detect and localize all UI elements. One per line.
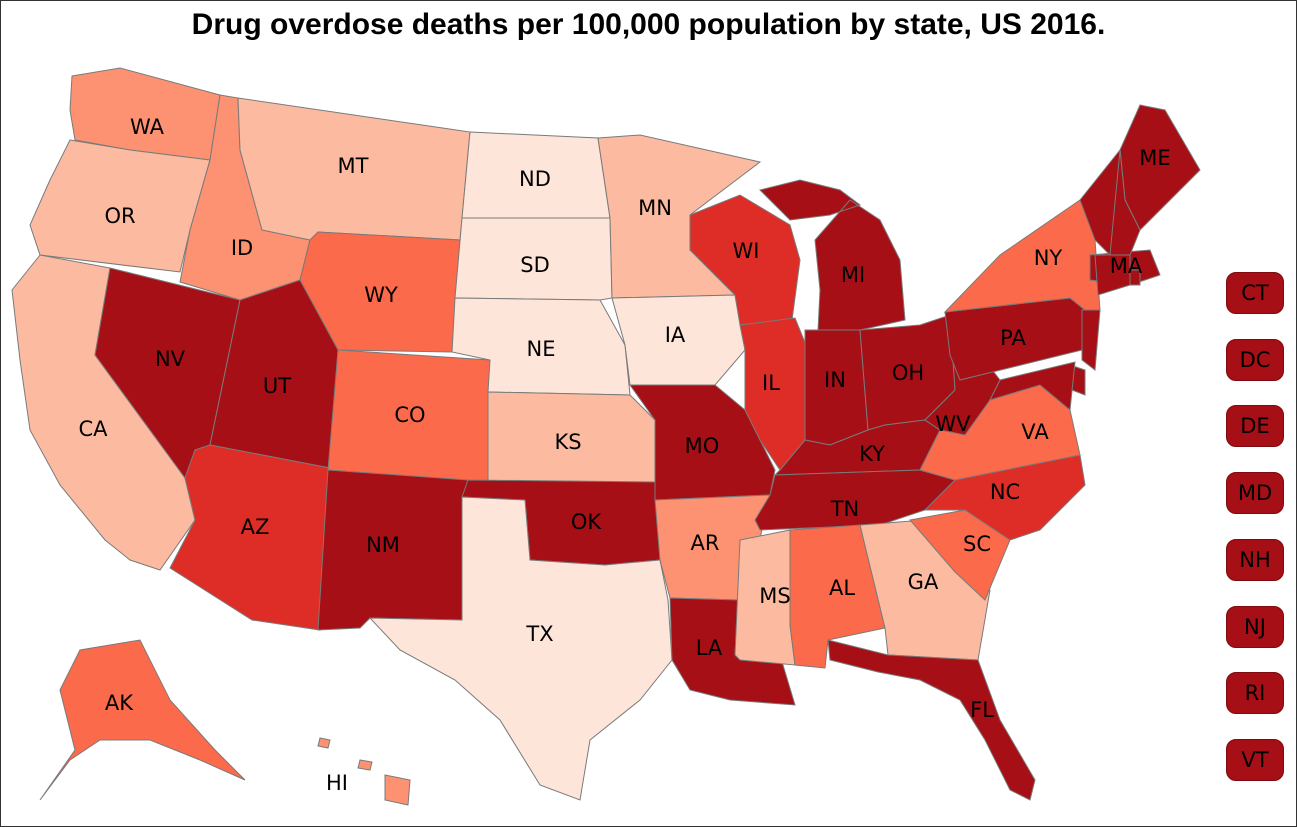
state-label-mt: MT (338, 154, 369, 178)
state-label-mo: MO (685, 434, 720, 458)
state-label-oh: OH (892, 361, 924, 385)
state-mi (759, 179, 906, 331)
state-label-tx: TX (525, 622, 553, 646)
state-fl (827, 639, 1036, 801)
state-label-wa: WA (130, 115, 165, 139)
map-title: Drug overdose deaths per 100,000 populat… (191, 8, 1106, 41)
state-label-ms: MS (759, 584, 790, 608)
small-state-box-ct: CT (1226, 272, 1284, 314)
state-label-ne: NE (527, 337, 556, 361)
small-state-box-vt: VT (1226, 738, 1284, 781)
state-or (29, 139, 211, 273)
state-hi (317, 737, 411, 806)
state-label-or: OR (104, 204, 135, 228)
state-label-mi: MI (841, 263, 865, 287)
state-label-nv: NV (155, 347, 186, 371)
state-label-id: ID (231, 236, 253, 260)
state-ny (943, 199, 1101, 313)
state-label-ar: AR (691, 531, 720, 555)
state-label-ak: AK (105, 691, 134, 715)
state-ak (39, 639, 246, 801)
state-label-la: LA (696, 636, 723, 660)
state-ri (1129, 269, 1141, 286)
state-label-ks: KS (554, 430, 581, 454)
state-md (989, 361, 1076, 411)
state-label-ok: OK (571, 510, 603, 534)
state-label-nd: ND (519, 167, 551, 191)
small-state-box-dc: DC (1226, 338, 1284, 381)
state-label-wi: WI (733, 239, 760, 263)
state-label-nm: NM (366, 533, 400, 557)
state-label-ma: MA (1110, 254, 1143, 278)
state-label-ga: GA (908, 570, 939, 594)
small-state-box-md: MD (1226, 472, 1284, 515)
state-label-fl: FL (970, 698, 994, 722)
state-sd (454, 217, 613, 301)
state-nj (1081, 309, 1101, 371)
state-label-in: IN (824, 368, 846, 392)
state-label-co: CO (394, 403, 425, 427)
state-label-ky: KY (859, 442, 885, 466)
state-label-az: AZ (241, 515, 270, 539)
state-nh (1109, 149, 1141, 256)
state-label-ia: IA (665, 323, 686, 347)
state-label-ny: NY (1034, 246, 1063, 270)
state-mo (629, 384, 776, 501)
state-label-va: VA (1021, 420, 1049, 444)
state-label-tn: TN (830, 497, 860, 521)
state-label-nc: NC (990, 480, 1020, 504)
state-label-sd: SD (520, 253, 550, 277)
state-label-wv: WV (935, 412, 971, 436)
state-label-ut: UT (263, 374, 291, 398)
state-label-hi: HI (326, 771, 348, 795)
state-label-pa: PA (1000, 326, 1026, 350)
small-state-box-nh: NH (1226, 538, 1284, 581)
state-label-sc: SC (963, 532, 991, 556)
state-label-wy: WY (364, 283, 398, 307)
state-label-me: ME (1139, 146, 1170, 170)
small-state-box-nj: NJ (1226, 605, 1284, 648)
small-state-box-ri: RI (1226, 672, 1284, 715)
state-label-il: IL (762, 371, 780, 395)
state-sc (909, 509, 1011, 601)
state-label-mn: MN (638, 196, 672, 220)
small-state-box-de: DE (1226, 405, 1284, 448)
state-tx (368, 496, 673, 801)
state-label-ca: CA (78, 417, 108, 441)
state-label-al: AL (829, 576, 855, 600)
